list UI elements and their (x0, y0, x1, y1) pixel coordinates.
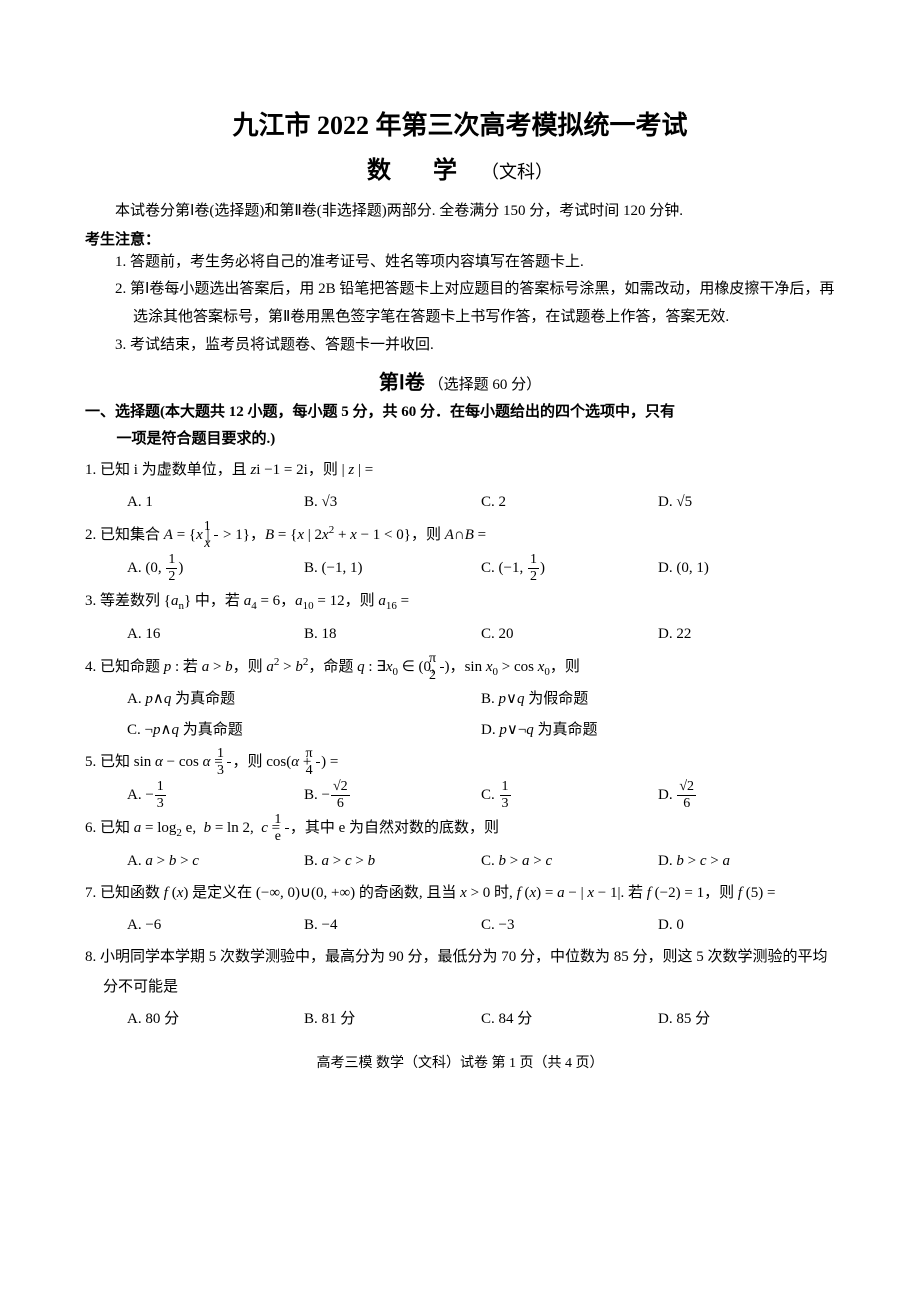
q3-opt-b: B. 18 (304, 619, 481, 649)
q2-opt-b: B. (−1, 1) (304, 553, 481, 584)
q4-opt-a: A. p∧q 为真命题 (127, 684, 481, 714)
q3-stem: 3. 等差数列 {an} 中，若 a4 = 6，a10 = 12，则 a16 = (85, 586, 835, 617)
q5-opt-a: A. −13 (127, 780, 304, 811)
q3-opt-a: A. 16 (127, 619, 304, 649)
q5-options: A. −13 B. −√26 C. 13 D. √26 (85, 780, 835, 811)
q6-opt-d: D. b > c > a (658, 846, 835, 876)
q2-opt-c: C. (−1, 12) (481, 553, 658, 584)
q1-opt-d: D. √5 (658, 487, 835, 517)
q5-opt-d: D. √26 (658, 780, 835, 811)
q8-opt-d: D. 85 分 (658, 1004, 835, 1034)
section-line1: 一、选择题(本大题共 12 小题，每小题 5 分，共 60 分．在每小题给出的四… (85, 399, 835, 426)
q7-options: A. −6 B. −4 C. −3 D. 0 (85, 910, 835, 940)
q6-opt-c: C. b > a > c (481, 846, 658, 876)
q3-opt-c: C. 20 (481, 619, 658, 649)
section-line2: 一项是符合题目要求的.) (85, 426, 835, 453)
question-6: 6. 已知 a = log2 e, b = ln 2, c = 1e，其中 e … (85, 813, 835, 876)
q4-opt-b: B. p∨q 为假命题 (481, 684, 835, 714)
q4-opt-d: D. p∨¬q 为真命题 (481, 715, 835, 745)
question-7: 7. 已知函数 f (x) 是定义在 (−∞, 0)∪(0, +∞) 的奇函数,… (85, 878, 835, 940)
q5-stem: 5. 已知 sin α − cos α = 13，则 cos(α + π4) = (85, 747, 835, 778)
q6-options: A. a > b > c B. a > c > b C. b > a > c D… (85, 846, 835, 876)
q7-stem: 7. 已知函数 f (x) 是定义在 (−∞, 0)∪(0, +∞) 的奇函数,… (85, 878, 835, 908)
volume-title: 第Ⅰ卷 (379, 372, 425, 394)
exam-page: 九江市 2022 年第三次高考模拟统一考试 数 学 （文科） 本试卷分第Ⅰ卷(选… (0, 0, 920, 1112)
subject-label: 数 学 (367, 158, 475, 184)
q1-opt-b: B. √3 (304, 487, 481, 517)
notice-item-2: 2. 第Ⅰ卷每小题选出答案后，用 2B 铅笔把答题卡上对应题目的答案标号涂黑，如… (85, 276, 835, 332)
q7-opt-c: C. −3 (481, 910, 658, 940)
question-8: 8. 小明同学本学期 5 次数学测验中，最高分为 90 分，最低分为 70 分，… (85, 942, 835, 1034)
section-header: 一、选择题(本大题共 12 小题，每小题 5 分，共 60 分．在每小题给出的四… (85, 399, 835, 453)
q4-options: A. p∧q 为真命题 B. p∨q 为假命题 C. ¬p∧q 为真命题 D. … (85, 683, 835, 745)
q5-opt-c: C. 13 (481, 780, 658, 811)
exam-subtitle: 数 学 （文科） (85, 150, 835, 185)
q7-opt-d: D. 0 (658, 910, 835, 940)
question-3: 3. 等差数列 {an} 中，若 a4 = 6，a10 = 12，则 a16 =… (85, 586, 835, 649)
q3-opt-d: D. 22 (658, 619, 835, 649)
q6-opt-b: B. a > c > b (304, 846, 481, 876)
subject-type: （文科） (481, 162, 553, 182)
q6-stem: 6. 已知 a = log2 e, b = ln 2, c = 1e，其中 e … (85, 813, 835, 844)
q2-stem: 2. 已知集合 A = {x | 1x > 1}，B = {x | 2x2 + … (85, 519, 835, 551)
volume-header: 第Ⅰ卷 （选择题 60 分） (85, 366, 835, 395)
q2-opt-d: D. (0, 1) (658, 553, 835, 584)
page-footer: 高考三模 数学（文科）试卷 第 1 页（共 4 页） (85, 1052, 835, 1072)
q8-opt-c: C. 84 分 (481, 1004, 658, 1034)
question-1: 1. 已知 i 为虚数单位，且 zi −1 = 2i，则 | z | = A. … (85, 455, 835, 517)
q7-opt-a: A. −6 (127, 910, 304, 940)
notice-header: 考生注意： (85, 228, 835, 249)
q6-opt-a: A. a > b > c (127, 846, 304, 876)
q1-options: A. 1 B. √3 C. 2 D. √5 (85, 487, 835, 517)
q8-opt-a: A. 80 分 (127, 1004, 304, 1034)
q3-options: A. 16 B. 18 C. 20 D. 22 (85, 619, 835, 649)
question-5: 5. 已知 sin α − cos α = 13，则 cos(α + π4) =… (85, 747, 835, 811)
exam-title: 九江市 2022 年第三次高考模拟统一考试 (85, 105, 835, 142)
q1-opt-c: C. 2 (481, 487, 658, 517)
q4-stem: 4. 已知命题 p : 若 a > b，则 a2 > b2，命题 q : ∃x0… (85, 651, 835, 683)
exam-intro: 本试卷分第Ⅰ卷(选择题)和第Ⅱ卷(非选择题)两部分. 全卷满分 150 分，考试… (85, 197, 835, 226)
volume-note: （选择题 60 分） (429, 377, 542, 393)
q1-opt-a: A. 1 (127, 487, 304, 517)
q8-opt-b: B. 81 分 (304, 1004, 481, 1034)
q5-opt-b: B. −√26 (304, 780, 481, 811)
q2-options: A. (0, 12) B. (−1, 1) C. (−1, 12) D. (0,… (85, 553, 835, 584)
q8-options: A. 80 分 B. 81 分 C. 84 分 D. 85 分 (85, 1004, 835, 1034)
q8-stem: 8. 小明同学本学期 5 次数学测验中，最高分为 90 分，最低分为 70 分，… (85, 942, 835, 1002)
q1-stem: 1. 已知 i 为虚数单位，且 zi −1 = 2i，则 | z | = (85, 455, 835, 485)
notice-item-3: 3. 考试结束，监考员将试题卷、答题卡一并收回. (85, 332, 835, 360)
question-4: 4. 已知命题 p : 若 a > b，则 a2 > b2，命题 q : ∃x0… (85, 651, 835, 745)
q4-opt-c: C. ¬p∧q 为真命题 (127, 715, 481, 745)
question-2: 2. 已知集合 A = {x | 1x > 1}，B = {x | 2x2 + … (85, 519, 835, 584)
q7-opt-b: B. −4 (304, 910, 481, 940)
notice-item-1: 1. 答题前，考生务必将自己的准考证号、姓名等项内容填写在答题卡上. (85, 249, 835, 277)
q2-opt-a: A. (0, 12) (127, 553, 304, 584)
